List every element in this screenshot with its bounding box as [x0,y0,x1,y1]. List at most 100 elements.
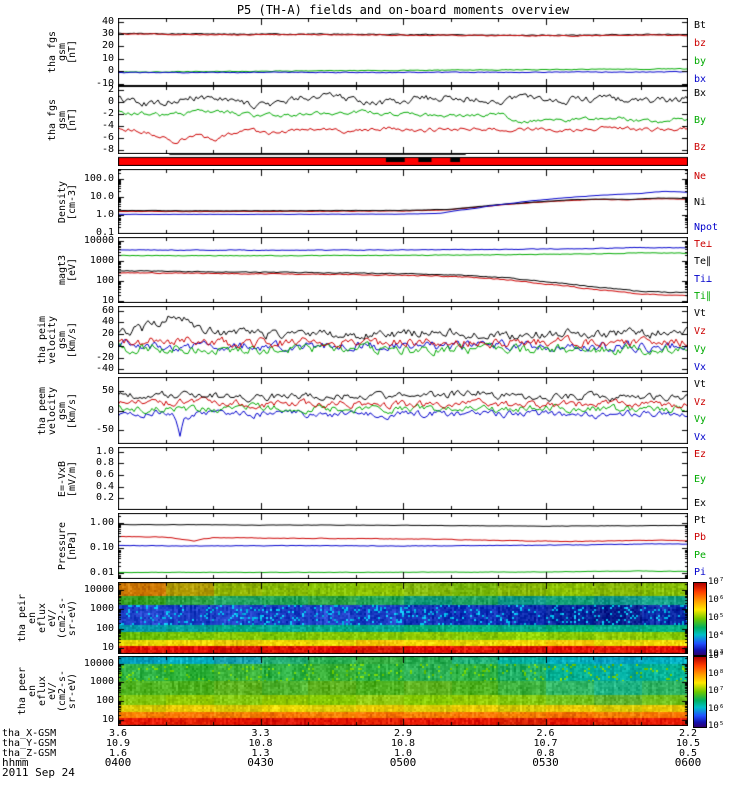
ytick-label: -50 [95,424,114,436]
ytick-label: 20 [101,328,114,340]
eph-value: 10.8 [248,738,273,749]
ytick-label: 10000 [83,235,114,247]
time-tick-label: 0600 [674,756,702,769]
colorbar-label: 10⁹ [708,651,725,661]
time-tick-label: 0400 [104,756,132,769]
time-axis-label: hhmm [2,756,29,769]
time-tick-label: 0530 [532,756,559,769]
eph-value: 3.3 [251,728,270,739]
panel-canvas-peem_velocity [118,377,688,444]
eph-value: 1.6 [108,748,128,759]
ytick-label: 100 [95,695,114,707]
legend-Te⊥: Te⊥ [694,239,713,250]
ytick-label: 100 [95,275,114,287]
eph-value: 2.2 [678,728,698,739]
legend-Ne: Ne [694,171,707,182]
date-label: 2011 Sep 24 [2,766,75,779]
ytick-label: 0.6 [95,469,114,480]
plot-title: P5 (TH-A) fields and on-board moments ov… [236,3,570,17]
ytick-label: -6 [101,132,114,144]
colorbar-label: 10⁸ [708,668,725,679]
ytick-label: -4 [101,120,114,132]
legend-Ey: Ey [694,473,707,485]
eph-value: 10.8 [390,738,416,749]
ytick-label: 100.0 [83,172,114,184]
ytick-label: 0.2 [95,492,114,504]
ytick-label: -20 [95,351,114,363]
ytick-label: 40 [101,316,114,328]
legend-Ez: Ez [694,449,707,460]
legend-Ti∥: Ti∥ [694,291,712,302]
legend-Npot: Npot [694,222,719,233]
panel-canvas-density [118,169,688,234]
legend-Vy: Vy [694,344,707,355]
ytick-label: 0 [107,95,114,107]
eph-row-label: tha_X-GSM [2,728,57,739]
ytick-label: 1.00 [89,517,114,529]
ytick-label: 0 [107,339,114,351]
eph-value: 1.0 [393,748,413,759]
ytick-label: -2 [101,107,114,119]
legend-Vx: Vx [694,432,707,443]
legend-bx: bx [694,74,707,85]
legend-Ni: Ni [694,196,707,208]
colorbar-label: 10⁵ [708,613,725,623]
legend-Vz: Vz [694,326,707,337]
ytick-label: 0.10 [89,542,114,554]
ytick-label: 0.01 [89,567,114,579]
eph-value: 10.9 [105,738,131,749]
ytick-label: -10 [95,77,114,89]
panel-canvas-fgs2 [118,86,688,154]
ytick-label: 50 [101,384,114,396]
time-tick-label: 0500 [389,756,417,769]
panel-canvas-flags [118,153,688,166]
legend-Vx: Vx [694,362,707,373]
panel-canvas-fgs1 [118,18,688,86]
legend-Te∥: Te∥ [694,256,712,268]
ytick-label: 60 [101,304,114,316]
panel-ylabel-peir_spectrogram: tha peir en eflux eV/ (cm2-s- sr-eV) [17,593,78,643]
ytick-label: -40 [95,363,114,375]
eph-row-label: tha_Y-GSM [2,738,57,749]
ytick-label: 1000 [89,676,114,688]
panel-canvas-pressure [118,513,688,579]
ytick-label: 0 [107,404,114,416]
colorbar-label: 10⁷ [708,686,725,696]
colorbar-peer_spectrogram [693,656,707,728]
ytick-label: 0.8 [95,457,114,469]
ytick-label: 10 [101,52,114,64]
eph-value: 0.8 [536,748,555,759]
legend-Pi: Pi [694,567,707,578]
ytick-label: 10.0 [89,190,114,202]
ytick-label: 1.0 [95,445,114,457]
legend-Vz: Vz [694,396,707,408]
panel-canvas-magt3 [118,237,688,303]
panel-ylabel-peer_spectrogram: tha peer en eflux eV/ (cm2-s- sr-eV) [17,666,78,716]
ytick-label: -8 [101,144,114,156]
legend-Ti⊥: Ti⊥ [694,273,713,285]
ytick-label: 20 [101,40,114,52]
panel-canvas-peim_velocity [118,306,688,374]
colorbar-label: 10⁷ [708,577,725,587]
legend-Vt: Vt [694,379,707,390]
legend-Bz: Bz [694,142,707,153]
legend-By: By [694,115,707,126]
colorbar-label: 10⁶ [708,595,725,605]
legend-Pe: Pe [694,549,707,561]
eph-value: 10.7 [533,738,558,749]
legend-Vy: Vy [694,414,707,426]
legend-Bx: Bx [694,88,707,99]
ytick-label: 10 [101,642,114,654]
legend-by: by [694,56,707,67]
legend-Bt: Bt [694,20,707,31]
legend-bz: bz [694,38,707,49]
legend-Ex: Ex [694,498,707,509]
panel-canvas-peir_spectrogram [118,582,688,654]
ytick-label: 0.4 [95,480,114,492]
eph-value: 3.6 [108,728,128,739]
eph-value: 1.3 [251,748,270,759]
eph-value: 2.6 [536,728,555,739]
colorbar-label: 10³ [708,649,725,659]
ytick-label: 1000 [89,603,114,615]
ytick-label: 10000 [83,657,114,669]
